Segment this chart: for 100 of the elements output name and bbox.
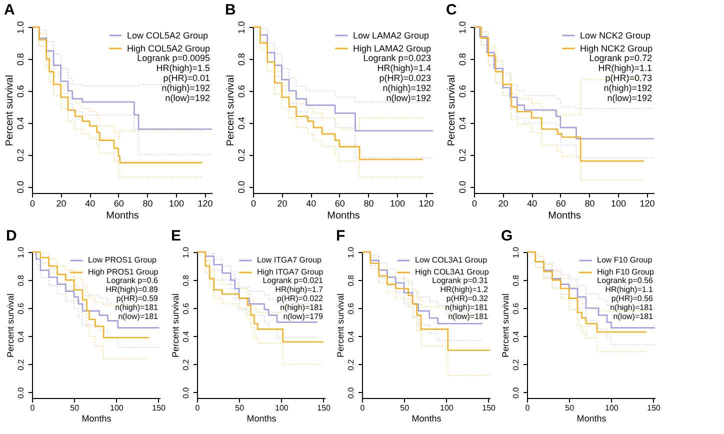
annotation: p(HR)=0.023	[379, 73, 431, 83]
y-tick-label: 0.6	[458, 85, 468, 98]
annotation: p(HR)=0.56	[611, 294, 654, 303]
x-tick-label: 50	[70, 404, 80, 412]
y-axis-title: Percent survival	[446, 74, 458, 146]
annotation: HR(high)=1.5	[156, 63, 210, 73]
y-tick-label: 0.0	[16, 180, 26, 194]
y-tick-label: 0.2	[346, 358, 356, 370]
x-axis-title: Months	[412, 414, 442, 424]
annotation: Logrank p=0.021	[262, 276, 324, 285]
x-tick-label: 100	[605, 404, 619, 412]
annotation: n(low)=192	[165, 93, 210, 103]
x-tick-label: 150	[482, 404, 496, 412]
y-tick-label: 1.0	[458, 21, 468, 34]
legend-label: High COL3A1 Group	[415, 268, 490, 276]
annotation: HR(high)=1.1	[605, 285, 654, 294]
annotation: HR(high)=1.1	[598, 63, 652, 73]
chart-title: F	[336, 227, 346, 244]
x-axis-title: Months	[548, 210, 581, 222]
y-tick-label: 0.2	[16, 148, 26, 162]
y-tick-label: 0.6	[16, 85, 26, 98]
x-tick-label: 100	[610, 198, 626, 208]
annotation: HR(high)=1.2	[440, 285, 489, 294]
x-tick-label: 150	[647, 404, 662, 412]
x-tick-label: 20	[498, 198, 508, 208]
chart-title: G	[501, 227, 513, 244]
annotation: p(HR)=0.73	[605, 73, 652, 83]
x-tick-label: 80	[364, 198, 374, 208]
y-tick-label: 0.0	[182, 386, 190, 398]
annotation: Logrank p=0.56	[597, 276, 654, 285]
y-tick-label: 0.4	[458, 117, 468, 130]
annotation: p(HR)=0.022	[276, 294, 324, 303]
y-axis-title: Percent survival	[226, 74, 236, 146]
annotation: Logrank p=0.6	[106, 276, 159, 285]
y-tick-label: 0.2	[182, 358, 190, 370]
annotation: n(high)=181	[610, 303, 654, 312]
y-tick-label: 1.0	[236, 21, 246, 34]
y-tick-label: 1.0	[182, 246, 190, 258]
annotation: n(high)=192	[382, 83, 431, 93]
y-tick-label: 0.4	[512, 330, 520, 342]
legend-label: High COL5A2 Group	[127, 44, 210, 54]
y-tick-label: 0.6	[346, 302, 356, 314]
annotation: HR(high)=0.89	[106, 285, 159, 294]
y-tick-label: 0.0	[16, 386, 26, 398]
annotation: p(HR)=0.59	[116, 294, 159, 303]
y-tick-label: 0.0	[458, 180, 468, 194]
x-tick-label: 20	[56, 198, 66, 208]
y-tick-label: 1.0	[346, 246, 356, 258]
y-axis-title: Percent survival	[500, 293, 510, 358]
x-tick-label: 120	[640, 198, 655, 208]
x-tick-label: 150	[152, 404, 166, 412]
chart-title: E	[171, 227, 182, 244]
x-tick-label: 40	[527, 198, 538, 208]
y-tick-label: 0.4	[236, 117, 246, 130]
annotation: HR(high)=1.7	[275, 285, 324, 294]
y-tick-label: 0.6	[512, 302, 520, 314]
annotation: n(low)=181	[613, 312, 654, 321]
annotation: n(low)=192	[386, 93, 431, 103]
annotation: n(low)=181	[118, 312, 159, 321]
x-tick-label: 0	[195, 404, 200, 412]
annotation: n(high)=192	[604, 83, 652, 93]
y-tick-label: 0.8	[16, 274, 26, 286]
x-tick-label: 150	[317, 404, 332, 412]
annotation: Logrank p=0.31	[432, 276, 489, 285]
y-tick-label: 1.0	[512, 246, 520, 258]
y-tick-label: 0.4	[16, 117, 26, 130]
y-tick-label: 0.2	[458, 148, 468, 162]
x-tick-label: 0	[250, 198, 256, 208]
y-tick-label: 1.0	[16, 21, 26, 34]
x-tick-label: 0	[525, 404, 530, 412]
annotation: n(low)=181	[448, 312, 489, 321]
annotation: HR(high)=1.4	[377, 63, 431, 73]
annotation: Logrank p=0.72	[589, 53, 652, 63]
y-tick-label: 0.4	[346, 330, 356, 342]
x-tick-label: 50	[565, 404, 575, 412]
chart-title: D	[6, 227, 17, 244]
annotation: n(high)=192	[162, 83, 210, 93]
x-tick-label: 50	[235, 404, 245, 412]
annotation: p(HR)=0.01	[163, 73, 210, 83]
x-tick-label: 0	[472, 198, 478, 208]
annotation: n(high)=181	[115, 303, 159, 312]
legend-label: Low NCK2 Group	[580, 30, 651, 40]
y-axis-title: Percent survival	[6, 293, 16, 358]
y-tick-label: 0.2	[236, 148, 246, 162]
annotation: n(high)=181	[280, 303, 324, 312]
annotation: Logrank p=0.023	[363, 53, 431, 63]
legend-label: High F10 Group	[597, 268, 654, 276]
annotation: n(high)=181	[445, 303, 489, 312]
y-tick-label: 0.0	[236, 180, 246, 194]
legend-label: Low ITGA7 Group	[257, 256, 322, 264]
x-tick-label: 0	[30, 198, 36, 208]
x-tick-label: 40	[85, 198, 96, 208]
annotation: n(low)=192	[607, 93, 652, 103]
annotation: n(low)=179	[283, 312, 324, 321]
y-tick-label: 0.0	[512, 386, 520, 398]
legend-label: Low COL3A1 Group	[415, 256, 488, 264]
x-tick-label: 20	[277, 198, 288, 208]
y-tick-label: 0.6	[182, 302, 190, 314]
x-tick-label: 0	[360, 404, 366, 412]
legend-label: Low COL5A2 Group	[127, 30, 208, 40]
